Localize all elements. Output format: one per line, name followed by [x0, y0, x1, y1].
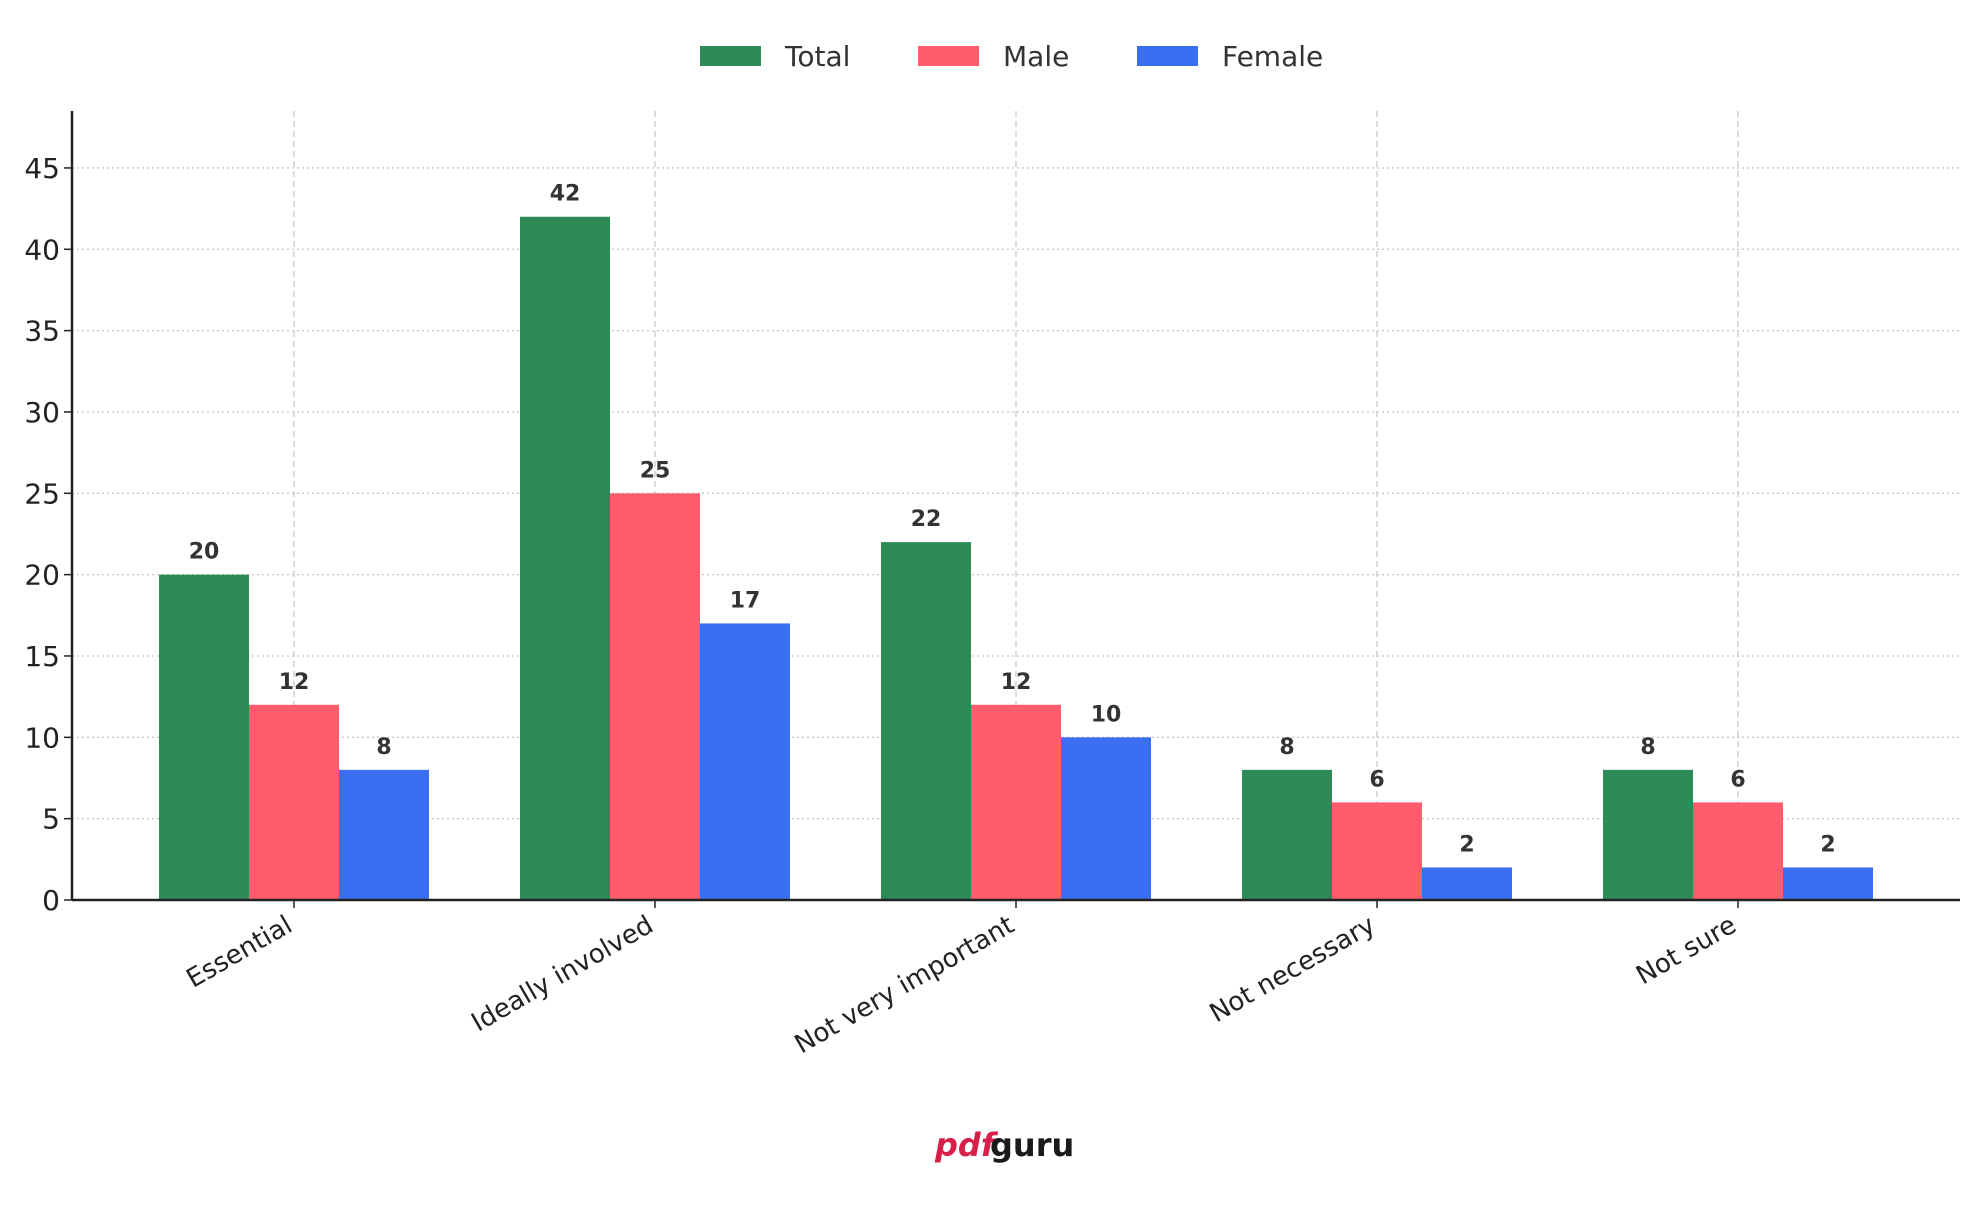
y-tick-label: 40	[24, 233, 60, 266]
bar-female	[1783, 867, 1873, 900]
data-label: 12	[1001, 670, 1032, 695]
y-tick-label: 35	[24, 315, 60, 348]
axes: 0 5 10 15 20 25 30 35 40 45 Essential Ideally invol…	[24, 111, 1960, 1060]
x-tick-label: Not very important	[790, 910, 1020, 1060]
bar-total	[1242, 769, 1332, 900]
legend-item-male: Male	[918, 40, 1069, 73]
y-tick-label: 15	[24, 640, 60, 673]
legend-label: Total	[784, 40, 850, 73]
bar-total	[1603, 769, 1693, 900]
data-labels: 20 12 8 42 25 17 22 12 10 8 6 2 8 6 2	[189, 182, 1836, 858]
y-tick-label: 30	[24, 396, 60, 429]
data-label: 22	[911, 507, 942, 532]
bar-total	[881, 542, 971, 900]
legend-swatch	[1137, 46, 1198, 66]
bar-male	[610, 493, 700, 900]
y-tick-label: 0	[42, 884, 60, 917]
bar-female	[700, 623, 790, 900]
legend-item-total: Total	[700, 40, 850, 73]
bar-male	[1693, 802, 1783, 900]
legend: Total Male Female	[700, 40, 1323, 73]
y-tick-label: 25	[24, 477, 60, 510]
legend-label: Female	[1222, 40, 1323, 73]
bar-male	[1332, 802, 1422, 900]
y-tick-label: 10	[24, 721, 60, 754]
data-label: 12	[279, 670, 310, 695]
data-label: 2	[1820, 832, 1835, 857]
data-label: 25	[640, 458, 671, 483]
x-tick-label: Ideally involved	[467, 910, 659, 1038]
bar-total	[159, 574, 249, 900]
data-label: 17	[730, 588, 761, 613]
bars	[159, 216, 1873, 901]
bar-female	[1422, 867, 1512, 900]
data-label: 8	[1640, 735, 1655, 760]
bar-male	[249, 704, 339, 900]
legend-swatch	[700, 46, 761, 66]
x-tick-label: Not sure	[1631, 910, 1741, 991]
watermark-part1: pdf	[934, 1126, 999, 1164]
data-label: 20	[189, 540, 220, 565]
data-label: 6	[1369, 767, 1384, 792]
y-tick-label: 5	[42, 803, 60, 836]
data-label: 8	[376, 735, 391, 760]
watermark-part2: guru	[990, 1126, 1074, 1164]
data-label: 10	[1091, 702, 1122, 727]
x-tick-label: Not necessary	[1205, 910, 1381, 1029]
watermark-logo: pdf guru	[934, 1126, 1074, 1164]
legend-swatch	[918, 46, 979, 66]
legend-label: Male	[1003, 40, 1069, 73]
bar-male	[971, 704, 1061, 900]
bar-female	[339, 769, 429, 900]
legend-item-female: Female	[1137, 40, 1323, 73]
bar-female	[1061, 737, 1151, 900]
data-label: 8	[1279, 735, 1294, 760]
data-label: 6	[1730, 767, 1745, 792]
data-label: 42	[550, 182, 581, 207]
y-tick-label: 45	[24, 152, 60, 185]
bar-total	[520, 216, 610, 901]
data-label: 2	[1459, 832, 1474, 857]
y-tick-label: 20	[24, 559, 60, 592]
x-tick-label: Essential	[182, 910, 298, 994]
